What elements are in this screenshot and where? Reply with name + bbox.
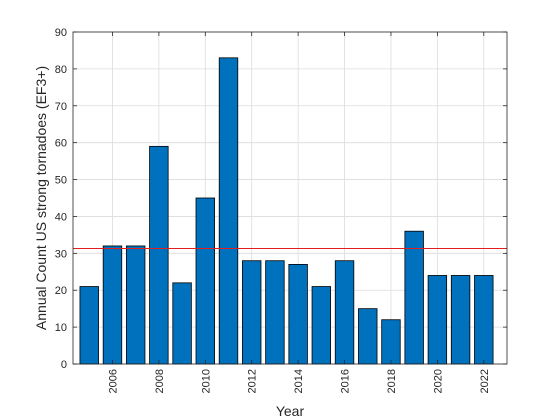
bar-2019 — [404, 230, 424, 365]
bar-2009 — [172, 282, 192, 365]
y-tick-label: 30 — [55, 248, 67, 260]
y-tick-label: 40 — [55, 211, 67, 223]
bar-2012 — [242, 260, 262, 365]
y-tick-label: 20 — [55, 285, 67, 297]
x-tick-label: 2006 — [107, 369, 119, 393]
axis-ticks: 0 10 20 30 40 50 60 70 80 90 2006 2008 2010 2012 2014 2… — [55, 27, 507, 393]
bar-2021 — [450, 275, 471, 365]
x-tick-label: 2014 — [293, 369, 305, 393]
y-tick-label: 0 — [61, 359, 67, 371]
y-tick-label: 50 — [55, 175, 67, 187]
y-axis-label: Annual Count US strong tornadoes (EF3+) — [33, 66, 49, 330]
bar-2011 — [218, 57, 239, 365]
y-tick-label: 80 — [55, 64, 67, 76]
plot-box — [72, 31, 508, 365]
bar-2007 — [125, 245, 146, 365]
bar-2018 — [381, 319, 401, 365]
x-tick-label: 2008 — [154, 369, 166, 393]
bar-2008 — [149, 145, 169, 365]
bars — [79, 57, 494, 365]
x-tick-label: 2022 — [479, 369, 491, 393]
bar-2013 — [265, 260, 285, 365]
x-axis-label: Year — [276, 403, 305, 419]
x-tick-label: 2012 — [247, 369, 259, 393]
bar-2017 — [358, 308, 378, 365]
x-tick-label: 2010 — [200, 369, 212, 393]
y-tick-label: 60 — [55, 138, 67, 150]
y-tick-label: 90 — [55, 27, 67, 39]
bar-2020 — [427, 275, 448, 365]
bar-2022 — [474, 275, 494, 365]
x-tick-label: 2018 — [386, 369, 398, 393]
x-tick-label: 2016 — [340, 369, 352, 393]
bar-2015 — [311, 286, 332, 365]
y-tick-label: 70 — [55, 101, 67, 113]
bar-2014 — [288, 263, 308, 365]
bar-2006 — [102, 245, 123, 365]
y-tick-label: 10 — [55, 322, 67, 334]
x-tick-label: 2020 — [432, 369, 444, 393]
bar-2005 — [79, 286, 99, 365]
bar-2016 — [334, 260, 355, 365]
bar-2010 — [195, 197, 215, 365]
